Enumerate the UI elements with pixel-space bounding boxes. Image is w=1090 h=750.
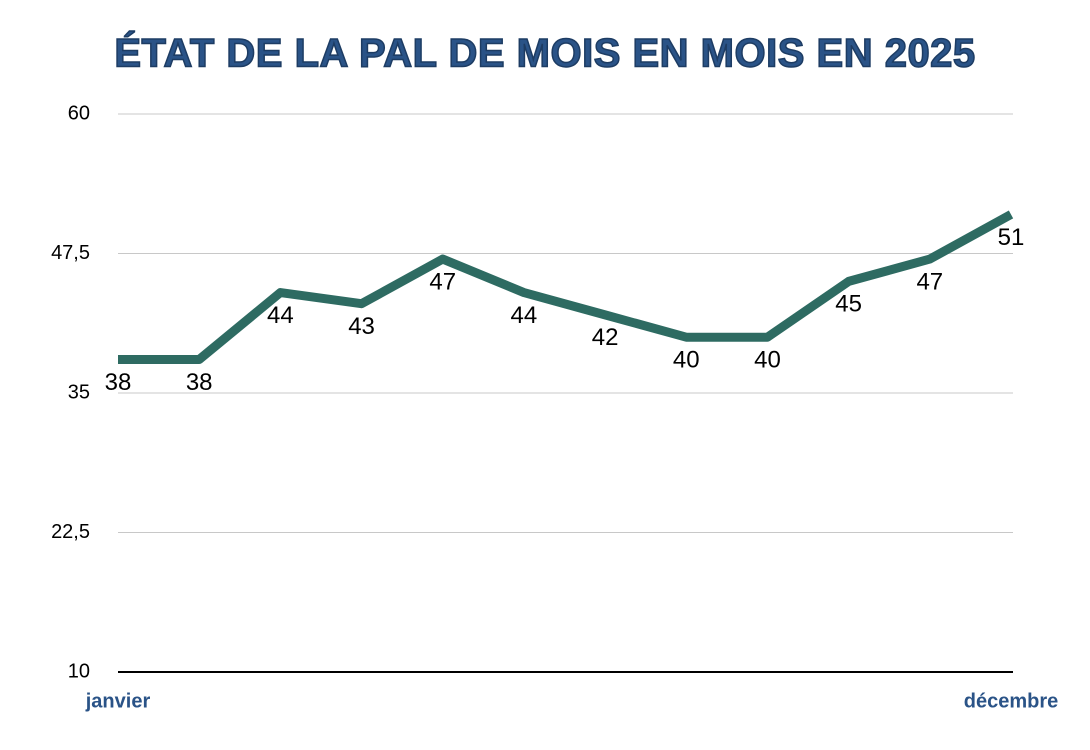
y-tick-label: 35 — [68, 381, 90, 403]
data-label: 51 — [998, 224, 1025, 251]
data-label: 40 — [754, 347, 781, 374]
y-tick-label: 60 — [68, 102, 90, 124]
y-tick-label: 10 — [68, 660, 90, 682]
y-tick-label: 47,5 — [51, 242, 90, 264]
data-label: 44 — [267, 302, 294, 329]
x-tick-label: décembre — [964, 690, 1059, 712]
chart-title: ÉTAT DE LA PAL DE MOIS EN MOIS EN 2025 — [114, 31, 975, 76]
y-tick-label: 22,5 — [51, 521, 90, 543]
data-label: 43 — [348, 313, 375, 340]
data-line — [118, 210, 1014, 365]
data-label: 47 — [429, 268, 456, 295]
data-label: 42 — [592, 324, 619, 351]
x-tick-label: janvier — [85, 690, 151, 712]
data-label: 40 — [673, 347, 700, 374]
data-label: 38 — [105, 369, 132, 396]
data-label: 45 — [835, 291, 862, 318]
data-label: 47 — [916, 268, 943, 295]
data-label: 38 — [186, 369, 213, 396]
data-label: 44 — [511, 302, 538, 329]
